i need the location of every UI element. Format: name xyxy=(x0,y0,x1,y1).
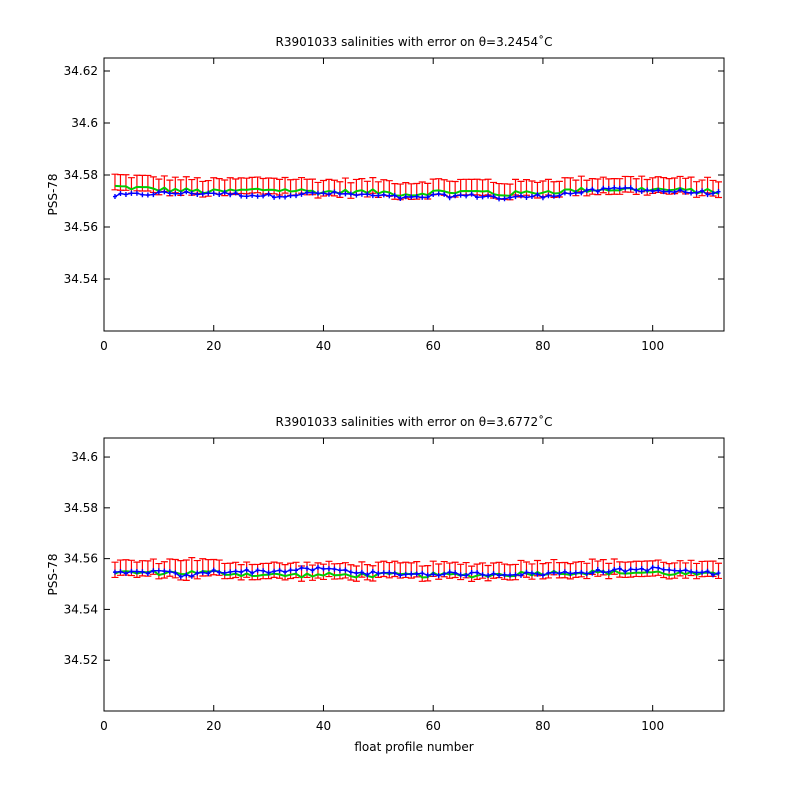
x-tick-label: 80 xyxy=(535,339,550,353)
y-axis-label: PSS-78 xyxy=(46,553,60,595)
x-tick-label: 40 xyxy=(316,339,331,353)
float-salinity-line xyxy=(114,566,719,578)
y-tick-label: 34.58 xyxy=(64,168,98,182)
error-bar xyxy=(254,176,262,194)
x-tick-label: 60 xyxy=(426,719,441,733)
y-tick-label: 34.52 xyxy=(64,653,98,667)
x-tick-label: 20 xyxy=(206,719,221,733)
y-tick-label: 34.62 xyxy=(64,64,98,78)
float-salinity-series xyxy=(112,564,721,580)
float-salinity-line xyxy=(114,187,719,200)
x-tick-label: 40 xyxy=(316,719,331,733)
error-bar xyxy=(144,174,152,192)
x-tick-label: 100 xyxy=(641,719,664,733)
error-bar xyxy=(122,174,130,191)
x-tick-label: 80 xyxy=(535,719,550,733)
y-axis-label: PSS-78 xyxy=(46,173,60,215)
bottom-chart: R3901033 salinities with error on θ=3.67… xyxy=(46,414,725,754)
error-bar xyxy=(281,176,289,194)
y-tick-label: 34.54 xyxy=(64,602,98,616)
y-tick-label: 34.56 xyxy=(64,220,98,234)
y-tick-label: 34.54 xyxy=(64,272,98,286)
y-tick-label: 34.6 xyxy=(71,450,98,464)
x-tick-label: 100 xyxy=(641,339,664,353)
chart-title: R3901033 salinities with error on θ=3.67… xyxy=(276,414,553,429)
error-bar xyxy=(363,563,371,581)
error-bar xyxy=(270,177,278,195)
x-tick-label: 0 xyxy=(100,719,108,733)
y-tick-label: 34.6 xyxy=(71,116,98,130)
error-bar xyxy=(544,562,552,579)
x-tick-label: 20 xyxy=(206,339,221,353)
float-salinity-series xyxy=(112,185,721,202)
x-tick-label: 0 xyxy=(100,339,108,353)
x-tick-label: 60 xyxy=(426,339,441,353)
y-tick-label: 34.56 xyxy=(64,552,98,566)
top-chart: R3901033 salinities with error on θ=3.24… xyxy=(46,34,725,353)
x-axis-label: float profile number xyxy=(354,740,473,754)
y-tick-label: 34.58 xyxy=(64,501,98,515)
error-bar xyxy=(243,177,251,195)
plot-frame xyxy=(103,57,725,332)
chart-title: R3901033 salinities with error on θ=3.24… xyxy=(276,34,553,49)
error-bar xyxy=(193,559,201,580)
plot-frame xyxy=(103,437,725,712)
